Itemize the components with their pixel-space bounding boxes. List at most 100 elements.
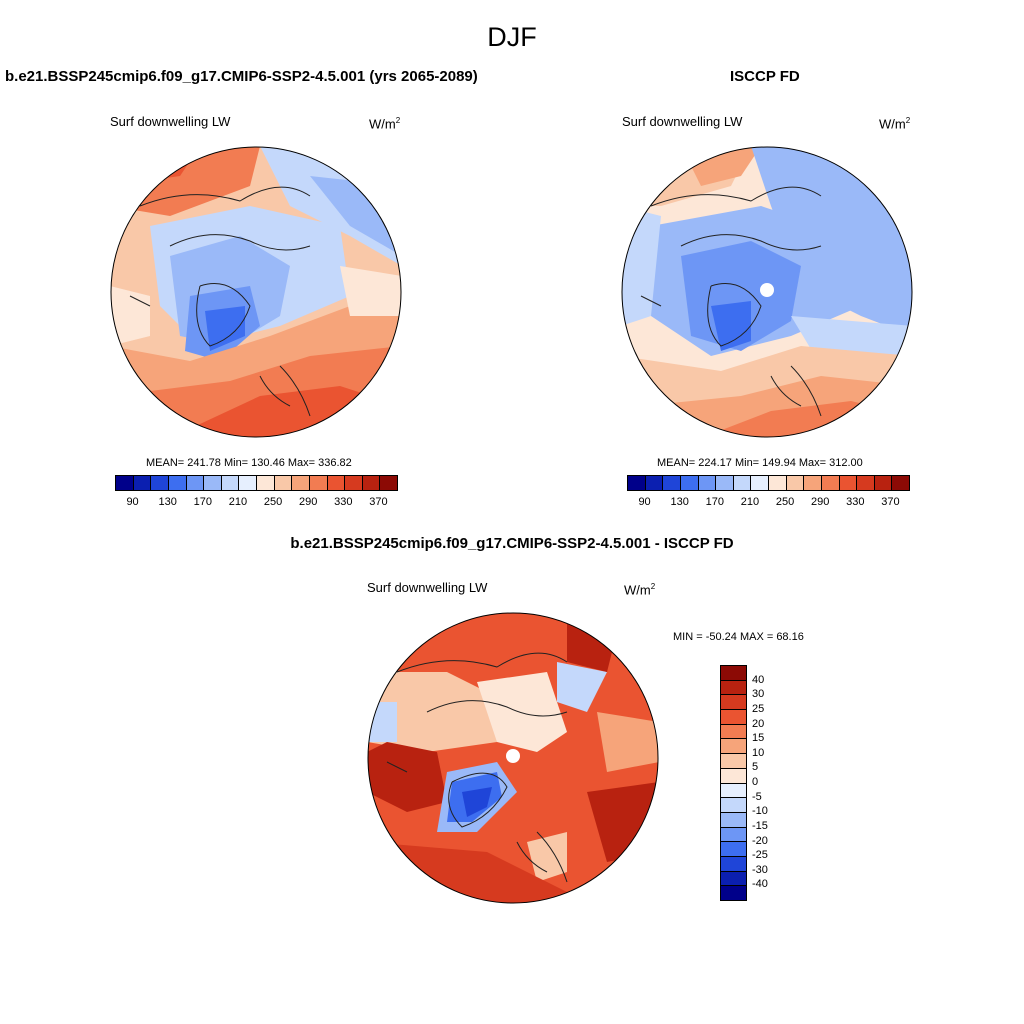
- model-colorbar-swatch: [186, 476, 205, 490]
- model-colorbar: [115, 475, 398, 491]
- model-stats: MEAN= 241.78 Min= 130.46 Max= 336.82: [146, 457, 352, 469]
- diff-colorbar-tick: -40: [752, 878, 768, 891]
- model-colorbar-tick: 210: [228, 496, 248, 508]
- obs-colorbar-tick: 250: [775, 496, 795, 508]
- obs-panel-title: ISCCP FD: [730, 68, 800, 85]
- model-colorbar-swatch: [274, 476, 293, 490]
- diff-colorbar-tick: 25: [752, 702, 765, 715]
- model-colorbar-swatch: [133, 476, 152, 490]
- diff-colorbar-swatch: [721, 724, 746, 740]
- obs-colorbar-tick: 210: [740, 496, 760, 508]
- diff-colorbar-swatch: [721, 754, 746, 769]
- diff-colorbar-swatch: [721, 842, 746, 857]
- diff-variable-label: Surf downwelling LW: [367, 580, 488, 595]
- obs-colorbar-swatch: [804, 476, 822, 490]
- model-colorbar-swatch: [168, 476, 187, 490]
- diff-polar-map: [367, 612, 659, 904]
- obs-colorbar-swatch: [680, 476, 699, 490]
- diff-colorbar-tick: -15: [752, 819, 768, 832]
- diff-colorbar-tick: -10: [752, 805, 768, 818]
- model-colorbar-swatch: [362, 476, 381, 490]
- diff-colorbar-swatch: [721, 783, 746, 799]
- model-panel-title: b.e21.BSSP245cmip6.f09_g17.CMIP6-SSP2-4.…: [5, 68, 478, 85]
- diff-colorbar-tick: -25: [752, 849, 768, 862]
- diff-colorbar-swatch: [721, 871, 746, 887]
- diff-colorbar-swatch: [721, 739, 746, 755]
- model-colorbar-swatch: [116, 476, 134, 490]
- obs-colorbar-swatch: [786, 476, 805, 490]
- model-colorbar-tick: 250: [263, 496, 283, 508]
- obs-colorbar-swatch: [874, 476, 893, 490]
- model-colorbar-swatch: [151, 476, 169, 490]
- model-variable-label: Surf downwelling LW: [110, 114, 231, 129]
- model-colorbar-tick: 170: [193, 496, 212, 508]
- obs-colorbar-tick: 290: [811, 496, 830, 508]
- model-colorbar-swatch: [257, 476, 275, 490]
- obs-colorbar-tick: 130: [670, 496, 689, 508]
- model-colorbar-tick: 90: [126, 496, 139, 508]
- model-colorbar-swatch: [204, 476, 222, 490]
- diff-minmax: MIN = -50.24 MAX = 68.16: [673, 631, 804, 643]
- obs-colorbar: [627, 475, 910, 491]
- diff-colorbar-swatch: [721, 695, 746, 711]
- diff-colorbar-swatch: [721, 666, 746, 681]
- diff-colorbar-tick: 5: [752, 761, 759, 774]
- obs-colorbar-tick: 370: [881, 496, 900, 508]
- diff-colorbar: [720, 665, 747, 901]
- obs-colorbar-swatch: [628, 476, 646, 490]
- obs-units-label: W/m2: [879, 116, 911, 132]
- obs-stats: MEAN= 224.17 Min= 149.94 Max= 312.00: [657, 457, 863, 469]
- diff-colorbar-swatch: [721, 827, 746, 843]
- obs-variable-label: Surf downwelling LW: [622, 114, 743, 129]
- obs-colorbar-swatch: [769, 476, 787, 490]
- diff-colorbar-tick: 40: [752, 673, 765, 686]
- obs-colorbar-swatch: [821, 476, 840, 490]
- obs-colorbar-tick: 90: [638, 496, 651, 508]
- obs-colorbar-swatch: [663, 476, 681, 490]
- diff-colorbar-swatch: [721, 812, 746, 828]
- obs-colorbar-swatch: [839, 476, 858, 490]
- obs-colorbar-tick: 170: [705, 496, 724, 508]
- model-colorbar-ticks: 90 130 170 210 250 290 330 370: [115, 496, 396, 510]
- diff-colorbar-swatch: [721, 680, 746, 696]
- diff-colorbar-swatch: [721, 798, 746, 813]
- diff-colorbar-tick: -5: [752, 790, 762, 803]
- obs-colorbar-swatch: [751, 476, 769, 490]
- diff-colorbar-swatch: [721, 856, 746, 872]
- model-colorbar-swatch: [309, 476, 328, 490]
- model-colorbar-swatch: [380, 476, 397, 490]
- diff-colorbar-tick: 20: [752, 717, 765, 730]
- obs-colorbar-swatch: [698, 476, 717, 490]
- season-title: DJF: [487, 22, 537, 52]
- diff-colorbar-tick: 30: [752, 688, 765, 701]
- diff-colorbar-tick: 10: [752, 746, 765, 759]
- obs-colorbar-swatch: [716, 476, 734, 490]
- model-units-label: W/m2: [369, 116, 401, 132]
- obs-colorbar-swatch: [645, 476, 664, 490]
- obs-colorbar-swatch: [733, 476, 752, 490]
- diff-colorbar-tick: 15: [752, 732, 765, 745]
- model-colorbar-swatch: [345, 476, 363, 490]
- model-colorbar-tick: 330: [334, 496, 353, 508]
- diff-units-label: W/m2: [624, 582, 656, 598]
- diff-colorbar-tick: 0: [752, 776, 759, 788]
- obs-colorbar-swatch: [892, 476, 909, 490]
- obs-colorbar-ticks: 90 130 170 210 250 290 330 370: [627, 496, 908, 510]
- obs-colorbar-tick: 330: [846, 496, 865, 508]
- obs-polar-map: [621, 146, 913, 438]
- diff-colorbar-swatch: [721, 886, 746, 900]
- diff-colorbar-tick: -30: [752, 863, 768, 876]
- diff-colorbar-tick: -20: [752, 834, 768, 847]
- diff-colorbar-ticks: 40 30 25 20 15 10 5 0 -5 -10 -15 -20 -25 -30 -40: [752, 665, 792, 899]
- model-colorbar-swatch: [327, 476, 346, 490]
- diff-panel-title: b.e21.BSSP245cmip6.f09_g17.CMIP6-SSP2-4.…: [290, 535, 734, 552]
- model-colorbar-tick: 290: [299, 496, 318, 508]
- model-colorbar-swatch: [221, 476, 240, 490]
- diff-colorbar-swatch: [721, 710, 746, 725]
- diff-colorbar-swatch: [721, 768, 746, 784]
- model-polar-map: [110, 146, 402, 438]
- model-colorbar-swatch: [292, 476, 310, 490]
- obs-colorbar-swatch: [857, 476, 875, 490]
- model-colorbar-tick: 130: [158, 496, 177, 508]
- model-colorbar-tick: 370: [369, 496, 388, 508]
